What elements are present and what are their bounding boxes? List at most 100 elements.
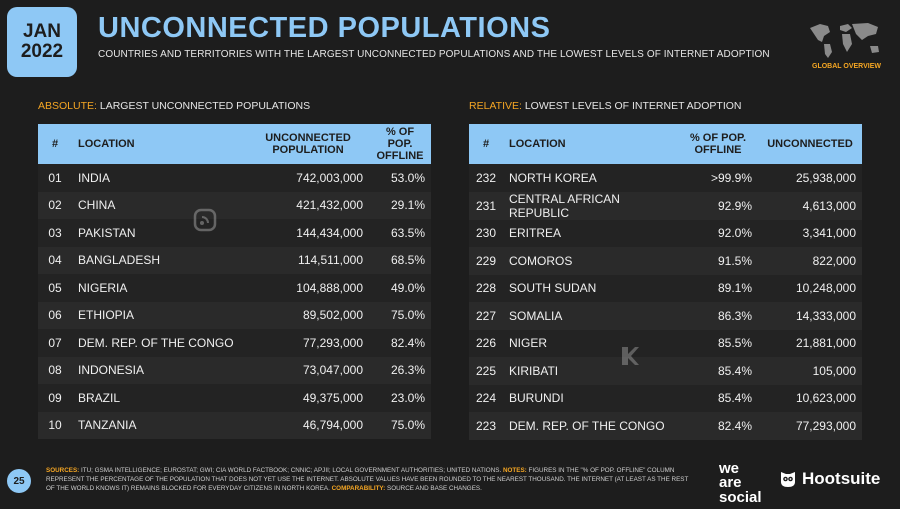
cell-rank: 226 <box>469 329 503 357</box>
page-number: 25 <box>7 469 31 493</box>
rel-header-location: LOCATION <box>503 124 678 164</box>
cell-rank: 228 <box>469 274 503 302</box>
cell-col4: 68.5% <box>369 246 431 274</box>
cell-col4: 53.0% <box>369 164 431 192</box>
cell-col4: 14,333,000 <box>758 302 862 330</box>
cell-col3: 85.4% <box>678 384 758 412</box>
cell-rank: 223 <box>469 412 503 440</box>
table-row: 227 SOMALIA 86.3% 14,333,000 <box>469 302 862 330</box>
cell-col4: 25,938,000 <box>758 164 862 192</box>
table-row: 08 INDONESIA 73,047,000 26.3% <box>38 356 431 384</box>
cell-col4: 77,293,000 <box>758 412 862 440</box>
relative-label-key: RELATIVE: <box>469 100 522 112</box>
cell-col4: 63.5% <box>369 219 431 247</box>
was-line-2: are <box>719 474 742 492</box>
date-month: JAN <box>22 21 61 43</box>
cell-rank: 231 <box>469 191 503 220</box>
cell-col3: 89,502,000 <box>247 301 369 329</box>
cell-location: CHINA <box>72 191 247 219</box>
abs-header-unconnected: UNCONNECTED POPULATION <box>247 124 369 164</box>
table-row: 230 ERITREA 92.0% 3,341,000 <box>469 219 862 247</box>
cell-rank: 08 <box>38 356 72 384</box>
cell-location: COMOROS <box>503 247 678 275</box>
absolute-table: # LOCATION UNCONNECTED POPULATION % OF P… <box>38 124 431 439</box>
page-title: UNCONNECTED POPULATIONS <box>98 12 551 44</box>
cell-location: CENTRAL AFRICAN REPUBLIC <box>503 191 678 220</box>
abs-header-percent: % OF POP. OFFLINE <box>369 124 431 164</box>
cell-col3: 73,047,000 <box>247 356 369 384</box>
cell-rank: 232 <box>469 164 503 192</box>
was-line-1: we <box>719 460 740 477</box>
cell-location: SOUTH SUDAN <box>503 274 678 302</box>
cell-col3: 114,511,000 <box>247 246 369 274</box>
cell-col3: 742,003,000 <box>247 164 369 192</box>
datareportal-watermark-icon <box>193 208 217 232</box>
cell-col3: 86.3% <box>678 302 758 330</box>
table-row: 09 BRAZIL 49,375,000 23.0% <box>38 384 431 412</box>
cell-rank: 09 <box>38 384 72 412</box>
cell-location: DEM. REP. OF THE CONGO <box>72 329 247 357</box>
rel-header-unconnected: UNCONNECTED <box>758 124 862 164</box>
cell-location: ERITREA <box>503 219 678 247</box>
table-row: 04 BANGLADESH 114,511,000 68.5% <box>38 246 431 274</box>
table-row: 228 SOUTH SUDAN 89.1% 10,248,000 <box>469 274 862 302</box>
cell-location: TANZANIA <box>72 411 247 439</box>
cell-rank: 05 <box>38 274 72 302</box>
rel-header-rank: # <box>469 124 503 164</box>
page-subtitle: COUNTRIES AND TERRITORIES WITH THE LARGE… <box>98 49 770 60</box>
table-row: 231 CENTRAL AFRICAN REPUBLIC 92.9% 4,613,00… <box>469 191 862 220</box>
cell-col4: 29.1% <box>369 191 431 219</box>
cell-col3: 91.5% <box>678 247 758 275</box>
cell-location: SOMALIA <box>503 302 678 330</box>
world-map-icon <box>810 23 879 58</box>
section-badge: GLOBAL OVERVIEW <box>812 63 881 70</box>
rel-header-percent: % OF POP. OFFLINE <box>678 124 758 164</box>
absolute-label-key: ABSOLUTE: <box>38 100 97 112</box>
table-row: 07 DEM. REP. OF THE CONGO 77,293,000 82.4% <box>38 329 431 357</box>
cell-col3: 46,794,000 <box>247 411 369 439</box>
sources-text: ITU; GSMA INTELLIGENCE; EUROSTAT; GWI; C… <box>79 467 502 474</box>
cell-rank: 03 <box>38 219 72 247</box>
cell-col3: 89.1% <box>678 274 758 302</box>
abs-header-location: LOCATION <box>72 124 247 164</box>
cell-col4: 49.0% <box>369 274 431 302</box>
cell-col4: 10,248,000 <box>758 274 862 302</box>
cell-rank: 10 <box>38 411 72 439</box>
cell-col4: 105,000 <box>758 357 862 385</box>
cell-col3: 92.0% <box>678 219 758 247</box>
cell-location: KIRIBATI <box>503 357 678 385</box>
cell-col4: 3,341,000 <box>758 219 862 247</box>
table-row: 225 KIRIBATI 85.4% 105,000 <box>469 357 862 385</box>
cell-col4: 23.0% <box>369 384 431 412</box>
cell-rank: 07 <box>38 329 72 357</box>
cell-col3: 49,375,000 <box>247 384 369 412</box>
cell-rank: 229 <box>469 247 503 275</box>
absolute-section-label: ABSOLUTE: LARGEST UNCONNECTED POPULATION… <box>38 100 310 112</box>
date-year: 2022 <box>20 41 64 62</box>
cell-rank: 224 <box>469 384 503 412</box>
cell-location: INDONESIA <box>72 356 247 384</box>
cell-col4: 10,623,000 <box>758 384 862 412</box>
cell-col4: 75.0% <box>369 411 431 439</box>
owl-icon <box>781 472 795 487</box>
abs-header-rank: # <box>38 124 72 164</box>
table-row: 232 NORTH KOREA >99.9% 25,938,000 <box>469 164 862 192</box>
was-line-3: social <box>719 488 762 506</box>
sources-key: SOURCES: <box>46 467 80 474</box>
cell-col4: 822,000 <box>758 247 862 275</box>
relative-label-text: LOWEST LEVELS OF INTERNET ADOPTION <box>521 100 742 112</box>
kepios-watermark-icon <box>622 347 639 365</box>
comparability-text: SOURCE AND BASE CHANGES. <box>385 484 482 492</box>
we-are-social-logo: we are social <box>719 460 762 506</box>
cell-col3: 82.4% <box>678 412 758 440</box>
date-badge: JAN 2022 <box>7 7 77 77</box>
footer-notes: SOURCES: ITU; GSMA INTELLIGENCE; EUROSTA… <box>46 467 696 493</box>
cell-col4: 4,613,000 <box>758 191 862 220</box>
cell-col3: 92.9% <box>678 191 758 220</box>
table-row: 10 TANZANIA 46,794,000 75.0% <box>38 411 431 439</box>
cell-location: BANGLADESH <box>72 246 247 274</box>
table-row: 03 PAKISTAN 144,434,000 63.5% <box>38 219 431 247</box>
cell-col4: 82.4% <box>369 329 431 357</box>
cell-location: PAKISTAN <box>72 219 247 247</box>
table-row: 223 DEM. REP. OF THE CONGO 82.4% 77,293,000 <box>469 412 862 440</box>
